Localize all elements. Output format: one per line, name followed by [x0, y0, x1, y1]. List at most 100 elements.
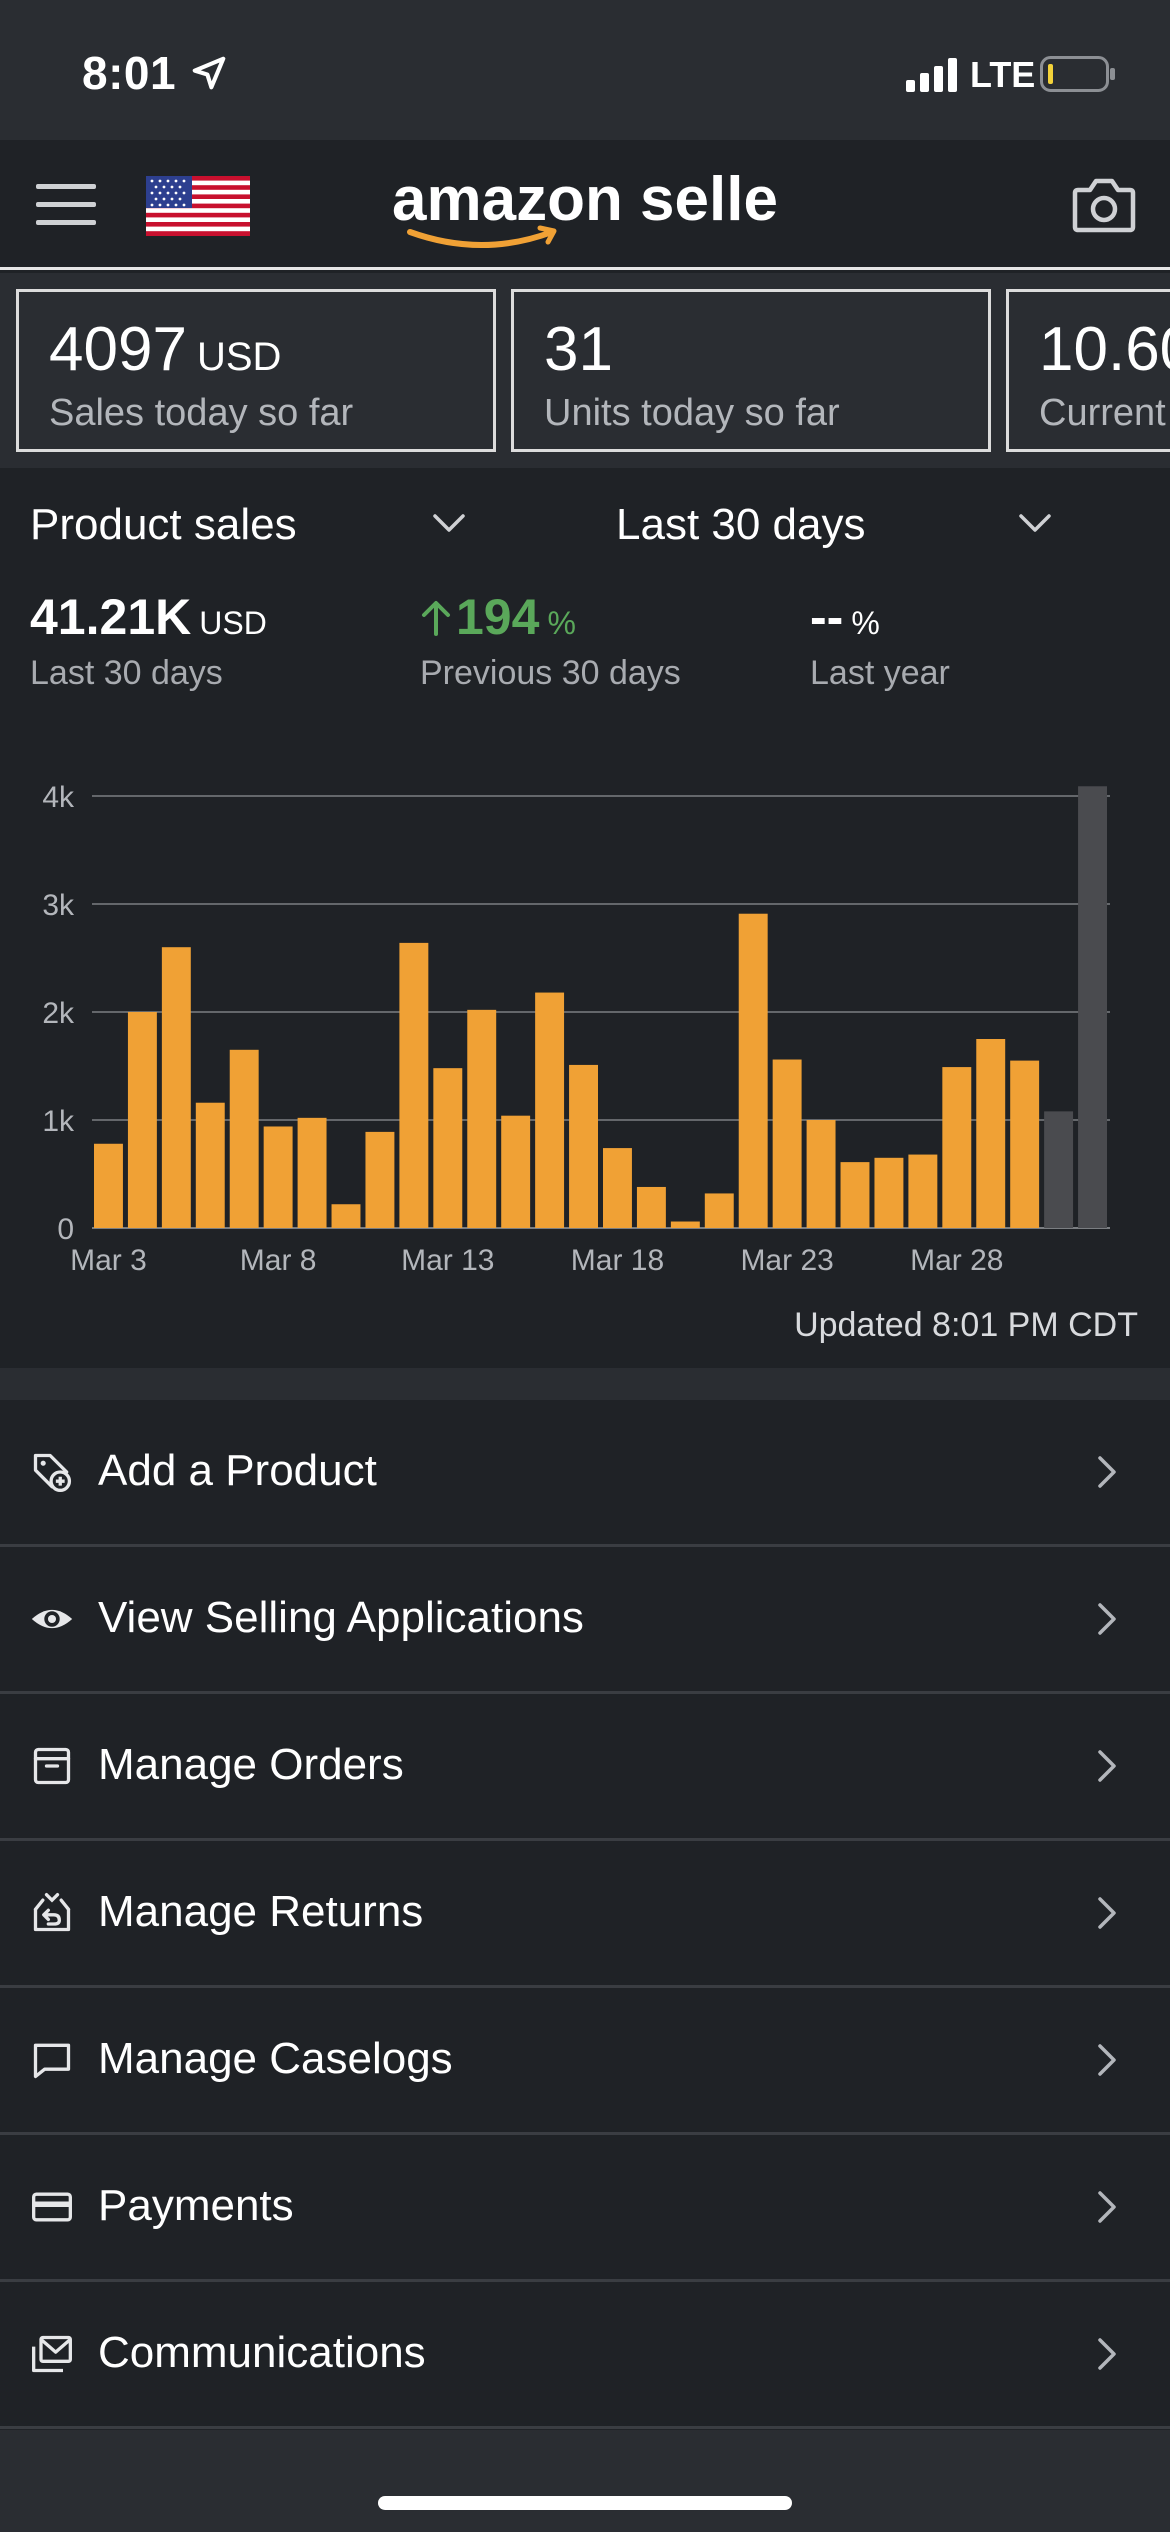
chart-bar[interactable] [94, 1143, 123, 1228]
menu-item-label: Manage Caselogs [98, 2034, 453, 2083]
chart-bar[interactable] [399, 942, 429, 1228]
menu-item-add-product[interactable]: Add a Product [0, 1400, 1170, 1547]
kpi-label: Current [1039, 392, 1166, 434]
location-arrow-icon [192, 56, 226, 90]
chevron-right-icon [1098, 1603, 1116, 1635]
credit-card-icon [32, 2192, 72, 2222]
sales-bar-chart[interactable]: 0 1k 2k 3k 4k Mar 3 Mar 8 Mar 13 Mar 18 Mar 23 Mar… [0, 768, 1170, 1748]
menu-item-label: Manage Returns [98, 1887, 424, 1936]
menu-item-manage-caselogs[interactable]: Manage Caselogs [0, 1988, 1170, 2135]
kpi-label: Sales today so far [49, 392, 354, 434]
chevron-right-icon [1098, 1750, 1116, 1782]
chart-bar[interactable] [229, 1049, 259, 1228]
chevron-down-icon[interactable] [432, 512, 466, 534]
chart-bar[interactable] [297, 1117, 327, 1228]
kpi-card-current[interactable]: 10.60 Current [1006, 289, 1170, 452]
kpi-card-sales[interactable]: 4097 USD Sales today so far [16, 289, 496, 452]
chart-bar[interactable] [738, 913, 768, 1228]
us-flag-icon[interactable] [146, 176, 250, 236]
kpi-label: Units today so far [544, 392, 840, 434]
menu-item-view-selling-applications[interactable]: View Selling Applications [0, 1547, 1170, 1694]
y-tick-label: 2k [42, 997, 75, 1030]
x-tick-label: Mar 18 [571, 1244, 664, 1277]
y-tick-label: 3k [42, 889, 75, 922]
kpi-value: 4097 USD [49, 315, 282, 384]
chart-bar[interactable] [161, 947, 191, 1228]
chevron-right-icon [1098, 1456, 1116, 1488]
metric-select[interactable]: Product sales [30, 500, 297, 549]
x-tick-label: Mar 3 [70, 1244, 147, 1277]
mail-stack-icon [32, 2335, 72, 2373]
sales-section: Product sales Last 30 days 41.21K USD Las… [0, 468, 1170, 1368]
updated-timestamp: Updated 8:01 PM CDT [794, 1306, 1138, 1344]
return-box-icon [33, 1893, 71, 1932]
network-type: LTE [970, 54, 1036, 95]
menu-item-payments[interactable]: Payments [0, 2135, 1170, 2282]
chart-bar[interactable] [127, 1012, 157, 1228]
hamburger-menu-icon[interactable] [36, 182, 96, 228]
chart-bar[interactable] [704, 1193, 734, 1228]
chart-bar[interactable] [603, 1148, 632, 1228]
camera-icon[interactable] [1072, 176, 1136, 234]
tag-add-icon [33, 1453, 72, 1492]
y-tick-label: 4k [42, 781, 75, 814]
chevron-right-icon [1098, 2191, 1116, 2223]
x-tick-label: Mar 28 [910, 1244, 1003, 1277]
menu-list: Add a Product View Selling Applications … [0, 1400, 1170, 2429]
eye-icon [31, 1609, 73, 1629]
chart-bar[interactable] [535, 992, 565, 1228]
chart-bar[interactable] [636, 1186, 666, 1228]
chart-bar[interactable] [195, 1102, 225, 1228]
home-indicator[interactable] [378, 2496, 792, 2510]
period-select[interactable]: Last 30 days [616, 500, 866, 549]
chart-bar[interactable] [1078, 786, 1107, 1228]
chart-bar[interactable] [331, 1204, 361, 1228]
chart-bar[interactable] [433, 1068, 463, 1228]
chart-bar[interactable] [806, 1120, 836, 1228]
menu-item-manage-returns[interactable]: Manage Returns [0, 1841, 1170, 1988]
y-tick-label: 0 [57, 1213, 74, 1246]
stat-previous-30-days: 194% Previous 30 days [420, 589, 681, 692]
chart-bar[interactable] [467, 1009, 497, 1228]
kpi-strip[interactable]: 4097 USD Sales today so far 31 Units toda… [0, 273, 1170, 468]
stat-last-30-days: 41.21K USD Last 30 days [30, 589, 267, 692]
chart-bar[interactable] [840, 1162, 870, 1228]
battery-icon [1040, 56, 1115, 92]
status-bar: 8:01 LTE [0, 0, 1170, 140]
chart-bar[interactable] [365, 1131, 395, 1228]
x-tick-label: Mar 8 [240, 1244, 317, 1277]
app-header: amazon seller [0, 140, 1170, 270]
chevron-down-icon[interactable] [1018, 512, 1052, 534]
x-tick-label: Mar 13 [401, 1244, 494, 1277]
chart-bar[interactable] [976, 1039, 1006, 1228]
chart-bar[interactable] [942, 1067, 972, 1228]
menu-item-label: Manage Orders [98, 1740, 404, 1789]
menu-item-label: Communications [98, 2328, 426, 2377]
chart-bar[interactable] [772, 1059, 802, 1228]
chart-bar[interactable] [1044, 1111, 1074, 1228]
chat-icon [33, 2043, 71, 2079]
stat-last-year: --% Last year [810, 589, 950, 692]
menu-item-manage-orders[interactable]: Manage Orders [0, 1694, 1170, 1841]
kpi-card-units[interactable]: 31 Units today so far [511, 289, 991, 452]
chart-bar[interactable] [908, 1154, 938, 1228]
bottom-bar [0, 2430, 1170, 2532]
chevron-right-icon [1098, 1897, 1116, 1929]
box-icon [33, 1747, 71, 1785]
x-tick-label: Mar 23 [740, 1244, 833, 1277]
menu-item-label: Payments [98, 2181, 294, 2230]
amazon-seller-logo: amazon seller [392, 165, 782, 248]
chart-bar[interactable] [670, 1221, 700, 1228]
signal-icon [906, 58, 957, 92]
chart-bar[interactable] [263, 1126, 293, 1228]
chart-bar[interactable] [874, 1157, 904, 1228]
arrow-up-icon [422, 601, 450, 636]
chevron-right-icon [1098, 2044, 1116, 2076]
chart-bar[interactable] [569, 1064, 598, 1228]
chart-bar[interactable] [1010, 1060, 1040, 1228]
menu-item-label: Add a Product [98, 1446, 377, 1495]
chart-bar[interactable] [501, 1115, 531, 1228]
menu-item-communications[interactable]: Communications [0, 2282, 1170, 2429]
y-tick-label: 1k [42, 1105, 75, 1138]
chevron-right-icon [1098, 2338, 1116, 2370]
